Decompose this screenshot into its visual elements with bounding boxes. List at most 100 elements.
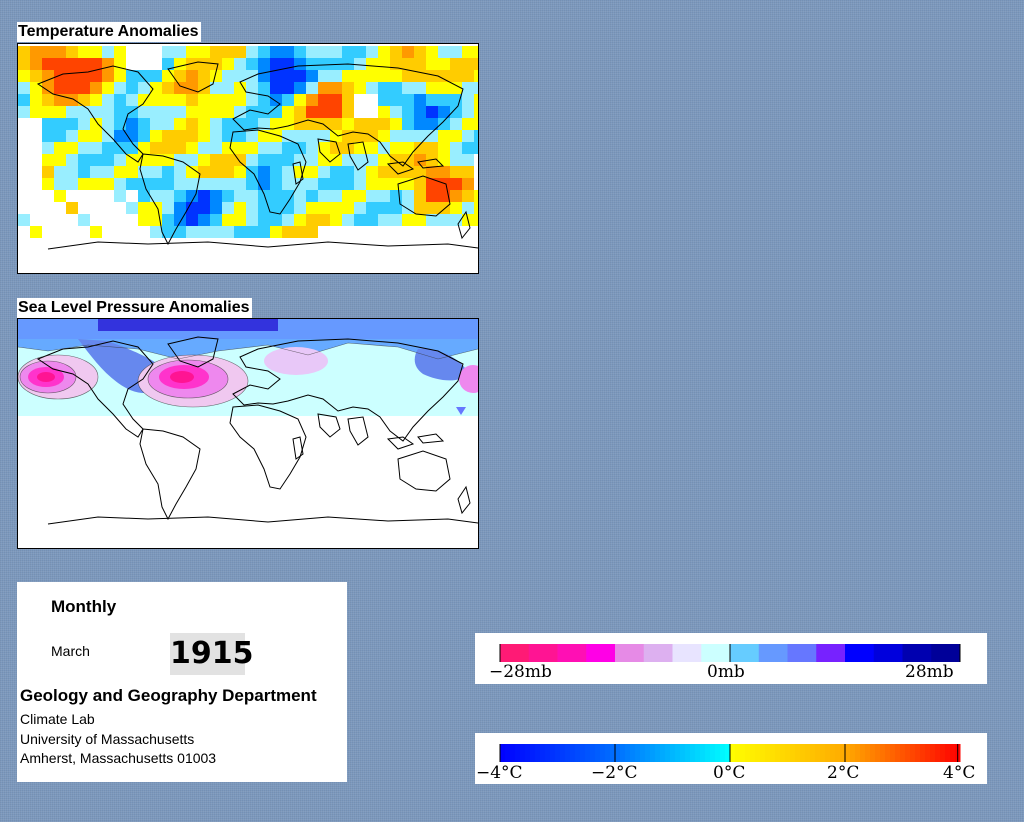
temperature-cell (186, 226, 198, 238)
temperature-cell (414, 106, 426, 118)
temperature-cell (150, 82, 162, 94)
temperature-cell (198, 226, 210, 238)
temperature-swatch (910, 744, 916, 762)
temperature-cell (246, 178, 258, 190)
temperature-cell (174, 154, 186, 166)
temperature-swatch (540, 744, 546, 762)
temperature-cell (150, 142, 162, 154)
temperature-cell (306, 70, 318, 82)
pressure-swatch (557, 644, 587, 662)
temperature-cell (234, 58, 246, 70)
temperature-cell (294, 130, 306, 142)
temperature-cell (102, 130, 114, 142)
temperature-cell (102, 94, 114, 106)
temperature-cell (150, 166, 162, 178)
temperature-cell (102, 46, 114, 58)
temperature-cell (294, 58, 306, 70)
temperature-cell (186, 214, 198, 226)
temperature-cell (294, 214, 306, 226)
temperature-cell (462, 142, 474, 154)
temperature-cell (270, 106, 282, 118)
temperature-cell (474, 142, 478, 154)
temperature-cell (342, 142, 354, 154)
pressure-label-min: −28mb (489, 662, 552, 682)
temperature-cell (90, 166, 102, 178)
temperature-cell (138, 70, 150, 82)
temperature-cell (210, 94, 222, 106)
temperature-cell (402, 58, 414, 70)
temperature-cell (366, 190, 378, 202)
temperature-cell (342, 202, 354, 214)
temperature-cell (54, 46, 66, 58)
temperature-cell (450, 190, 462, 202)
temperature-cell (438, 70, 450, 82)
temperature-cell (378, 94, 390, 106)
temperature-cell (318, 154, 330, 166)
temperature-cell (270, 130, 282, 142)
temperature-cell (318, 82, 330, 94)
temperature-cell (90, 142, 102, 154)
pressure-swatch (586, 644, 616, 662)
temperature-cell (450, 70, 462, 82)
pressure-map-graphic (18, 319, 478, 525)
temperature-anomalies-title: Temperature Anomalies (17, 22, 201, 42)
temperature-cell (198, 106, 210, 118)
temperature-cell (126, 82, 138, 94)
temperature-cell (258, 118, 270, 130)
temperature-swatch (780, 744, 786, 762)
temperature-cell (234, 226, 246, 238)
temperature-cell (186, 58, 198, 70)
temperature-cell (102, 166, 114, 178)
department-name: Geology and Geography Department (20, 686, 317, 705)
temperature-swatch (790, 744, 796, 762)
temperature-cell (210, 166, 222, 178)
temperature-cell (270, 46, 282, 58)
pressure-swatch (873, 644, 903, 662)
temperature-cell (162, 226, 174, 238)
temperature-cell (330, 178, 342, 190)
coastlines (36, 336, 478, 525)
temperature-cell (126, 130, 138, 142)
temperature-cell (378, 202, 390, 214)
temperature-cell (198, 94, 210, 106)
temperature-cell (450, 118, 462, 130)
temperature-cell (462, 106, 474, 118)
temperature-cell (306, 142, 318, 154)
temperature-cell (354, 58, 366, 70)
temperature-cell (474, 70, 478, 82)
temperature-cell (198, 130, 210, 142)
temperature-cell (414, 202, 426, 214)
temperature-cell (174, 130, 186, 142)
temperature-cell (234, 106, 246, 118)
temperature-cell (222, 154, 234, 166)
temperature-cell (390, 70, 402, 82)
isobars (18, 342, 478, 408)
temperature-cell (42, 82, 54, 94)
temperature-cell (342, 70, 354, 82)
temperature-cell (174, 118, 186, 130)
pressure-swatch (528, 644, 558, 662)
temperature-cell (354, 190, 366, 202)
temperature-cell (366, 46, 378, 58)
temperature-cell (174, 82, 186, 94)
temperature-cell (474, 202, 478, 214)
temperature-cell (426, 214, 438, 226)
temperature-cell (222, 106, 234, 118)
temperature-cell (378, 106, 390, 118)
temperature-swatch (505, 744, 511, 762)
temperature-cell (90, 226, 102, 238)
temperature-cell (462, 166, 474, 178)
temperature-cell (258, 142, 270, 154)
temperature-swatch (500, 744, 506, 762)
temperature-cell (270, 190, 282, 202)
temperature-cell (378, 70, 390, 82)
temperature-cell (54, 166, 66, 178)
temperature-cell (402, 178, 414, 190)
sea-level-pressure-anomalies-title: Sea Level Pressure Anomalies (17, 298, 252, 318)
temperature-cell (330, 154, 342, 166)
temperature-cell (306, 226, 318, 238)
temperature-cell (138, 190, 150, 202)
temperature-cell (234, 46, 246, 58)
temperature-cell (258, 58, 270, 70)
temperature-cell (138, 118, 150, 130)
